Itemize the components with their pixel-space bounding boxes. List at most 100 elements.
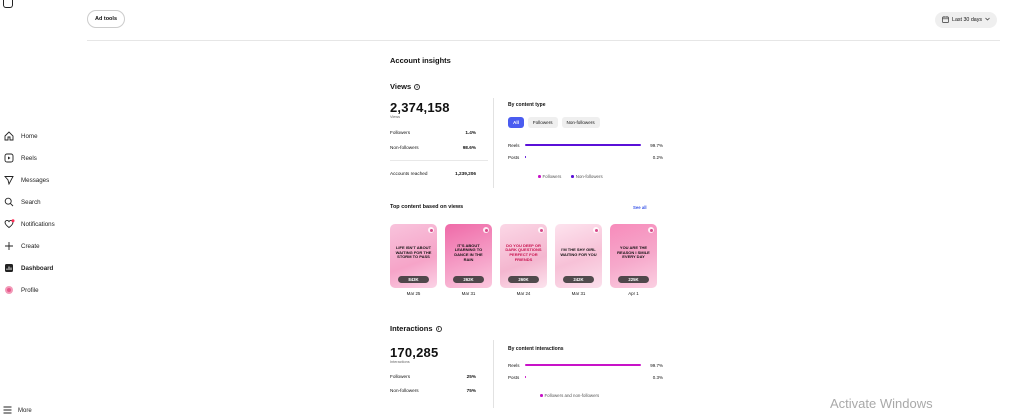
sidebar-item-label: Dashboard [21, 264, 54, 272]
content-date: Mar 25 [406, 291, 421, 296]
date-range-dropdown[interactable]: Last 30 days [935, 12, 998, 28]
bar-fill [525, 375, 527, 379]
bar-fill [525, 143, 641, 147]
legend-followers: Followers [538, 174, 561, 179]
dashboard-icon [3, 262, 15, 274]
bar-value: 99.7% [650, 362, 663, 368]
reel-badge-icon [428, 227, 434, 233]
sidebar-item-home[interactable]: Home [3, 125, 55, 147]
filter-followers[interactable]: Followers [527, 117, 558, 128]
content-thumbnail: LIFE ISN'T ABOUT WAITING FOR THE STORM T… [390, 224, 437, 288]
sidebar-item-search[interactable]: Search [3, 191, 55, 213]
views-total: 2,374,158 [390, 100, 450, 115]
accounts-reached-row: Accounts reached 1,239,206 [390, 171, 476, 176]
bar-track [525, 142, 641, 148]
views-section-title: Views i [390, 82, 421, 91]
thumbnail-text: IT'S ABOUT LEARNING TO DANCE IN THE RAIN [454, 242, 483, 262]
vertical-divider [493, 98, 494, 188]
content-card[interactable]: IT'S ABOUT LEARNING TO DANCE IN THE RAIN… [445, 224, 492, 296]
ad-tools-button[interactable]: Ad tools [87, 10, 125, 28]
thumbnail-text: I'M THE SHY GIRL WAITING FOR YOU [560, 247, 597, 257]
instagram-logo-icon[interactable] [3, 0, 13, 8]
sidebar-item-label: Reels [21, 154, 37, 162]
by-content-interactions-title: By content interactions [508, 346, 564, 352]
bar-fill [525, 363, 641, 367]
menu-icon [3, 406, 12, 416]
view-count: 225K [618, 276, 649, 283]
interactions-legend: Followers and non-followers [540, 393, 599, 398]
search-icon [3, 196, 15, 208]
thumbnail-text: DO YOU DEEP OR DARK QUESTIONS PERFECT FO… [505, 242, 542, 262]
filter-non-followers[interactable]: Non-followers [561, 117, 600, 128]
chevron-down-icon [985, 17, 990, 23]
by-content-type-title: By content type [508, 102, 546, 108]
view-count: 262K [453, 276, 484, 283]
content-card[interactable]: YOU ARE THE REASON I SMILE EVERY DAY 225… [610, 224, 657, 296]
messages-icon [3, 174, 15, 186]
legend-dot [538, 175, 541, 178]
filter-all[interactable]: All [508, 117, 524, 128]
sidebar-item-create[interactable]: Create [3, 235, 55, 257]
bar-track [525, 154, 641, 160]
info-icon[interactable]: i [414, 83, 421, 90]
bar-label: Reels [508, 142, 520, 148]
calendar-icon [942, 15, 949, 25]
reel-badge-icon [483, 227, 489, 233]
bar-value: 99.7% [650, 142, 663, 148]
bar-value: 0.2% [652, 154, 663, 160]
content-date: Apr 1 [628, 291, 639, 296]
sidebar: Home Reels Messages Search Notifications [0, 0, 70, 418]
interactions-bar-reels: Reels 99.7% [508, 362, 663, 368]
home-icon [3, 130, 15, 142]
divider [390, 160, 488, 161]
interactions-section-title: Interactions i [390, 324, 442, 333]
view-count: 260K [508, 276, 539, 283]
reel-badge-icon [593, 227, 599, 233]
plus-icon [3, 240, 15, 252]
sidebar-item-label: More [18, 408, 32, 414]
see-all-link[interactable]: See all [633, 205, 647, 210]
interactions-title: Interactions [390, 324, 433, 333]
top-content-title: Top content based on views [390, 204, 464, 210]
sidebar-item-notifications[interactable]: Notifications [3, 213, 55, 235]
bar-value: 0.3% [652, 374, 663, 380]
sidebar-item-label: Notifications [21, 220, 55, 228]
thumbnail-text: LIFE ISN'T ABOUT WAITING FOR THE STORM T… [395, 245, 432, 260]
sidebar-item-more[interactable]: More [3, 406, 32, 416]
view-count: 242K [563, 276, 594, 283]
sidebar-item-profile[interactable]: Profile [3, 279, 55, 301]
content-card[interactable]: I'M THE SHY GIRL WAITING FOR YOU 242K Ma… [555, 224, 602, 296]
legend-dot [540, 394, 543, 397]
legend-followers-and-non-followers: Followers and non-followers [540, 393, 599, 398]
row-value: 25% [466, 374, 476, 379]
sidebar-item-dashboard[interactable]: Dashboard [3, 257, 55, 279]
bar-label: Reels [508, 362, 520, 368]
top-divider [87, 40, 1000, 41]
sidebar-nav: Home Reels Messages Search Notifications [3, 125, 55, 301]
sidebar-item-label: Profile [21, 286, 39, 294]
activate-windows-watermark: Activate Windows [830, 396, 933, 411]
heart-icon [3, 218, 15, 230]
bar-label: Posts [508, 374, 520, 380]
info-icon[interactable]: i [435, 325, 442, 332]
content-thumbnail: IT'S ABOUT LEARNING TO DANCE IN THE RAIN… [445, 224, 492, 288]
content-card[interactable]: LIFE ISN'T ABOUT WAITING FOR THE STORM T… [390, 224, 437, 296]
legend-dot [571, 175, 574, 178]
sidebar-item-messages[interactable]: Messages [3, 169, 55, 191]
reel-badge-icon [648, 227, 654, 233]
content-date: Mar 31 [461, 291, 476, 296]
row-value: 75% [466, 388, 476, 393]
row-value: 1.4% [465, 130, 476, 135]
bar-fill [525, 155, 527, 159]
top-content-list: LIFE ISN'T ABOUT WAITING FOR THE STORM T… [390, 224, 657, 296]
views-legend: Followers Non-followers [538, 174, 603, 179]
interactions-total: 170,285 [390, 345, 439, 360]
bar-track [525, 362, 641, 368]
sidebar-item-label: Home [21, 132, 38, 140]
content-card[interactable]: DO YOU DEEP OR DARK QUESTIONS PERFECT FO… [500, 224, 547, 296]
interactions-bar-posts: Posts 0.3% [508, 374, 663, 380]
interactions-nonfollowers-row: Non-followers 75% [390, 388, 476, 393]
row-label: Followers [390, 374, 411, 379]
thumbnail-text: YOU ARE THE REASON I SMILE EVERY DAY [617, 245, 650, 260]
sidebar-item-reels[interactable]: Reels [3, 147, 55, 169]
